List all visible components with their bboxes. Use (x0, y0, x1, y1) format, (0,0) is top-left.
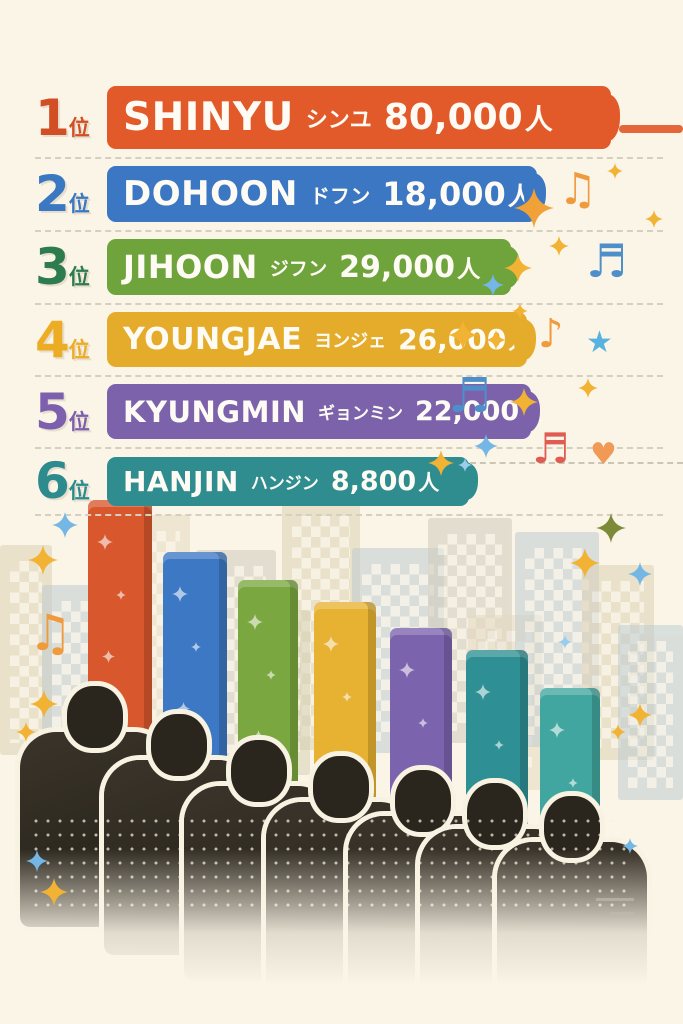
sparkle-icon (428, 450, 454, 476)
sparkle-icon (458, 458, 472, 472)
sparkle-icon (596, 513, 626, 543)
member-kana: シンユ (305, 107, 372, 133)
sparkle-icon (570, 548, 600, 578)
ranking-band-3: JIHOON ジフン 29,000人 (107, 239, 520, 295)
sparkle-icon (28, 545, 58, 575)
ground-stroke (596, 898, 634, 901)
sparkle-icon (578, 378, 598, 398)
sparkle-icon (30, 690, 58, 718)
follower-count: 8,800人 (330, 465, 440, 497)
sparkle-icon (628, 562, 652, 586)
rank-suffix: 位 (68, 115, 90, 140)
member-kana: ハンジン (250, 473, 319, 494)
rank-label-5: 5 位 (35, 387, 97, 437)
sparkle-icon (549, 236, 569, 256)
sparkle-icon (645, 210, 663, 228)
sparkle-icon (26, 850, 48, 872)
rank-number: 5 (35, 382, 70, 441)
rank-suffix: 位 (68, 192, 90, 216)
ranking-row-2: 2 位 DOHOON ドフン 18,000人 (35, 166, 663, 232)
ranking-row-6: 6 位 HANJIN ハンジン 8,800人 (35, 456, 663, 516)
sparkle-icon (16, 722, 36, 742)
person-head (313, 756, 369, 818)
member-kana: ヨンジェ (314, 330, 387, 352)
sparkle-icon (40, 878, 68, 906)
ranking-row-5: 5 位 KYUNGMIN ギョンミン 22,000人 (35, 384, 663, 449)
sparkle-icon (610, 724, 626, 740)
sparkle-icon (52, 512, 78, 538)
music-note-icon: ♬ (532, 424, 570, 473)
ranking-row-4: 4 位 YOUNGJAE ヨンジェ 26,000人 (35, 312, 663, 377)
ranking-row-3: 3 位 JIHOON ジフン 29,000人 (35, 239, 663, 305)
brush-tail (619, 125, 683, 134)
member-name: KYUNGMIN (123, 394, 307, 429)
sparkle-icon (607, 163, 623, 179)
ranking-row-1: 1 位 SHINYU シンユ 80,000人 (35, 86, 683, 159)
person-head (231, 740, 287, 802)
music-note-icon: ♪ (538, 311, 564, 357)
dashed-line (470, 462, 683, 464)
member-name: DOHOON (123, 174, 298, 214)
sparkle-icon (558, 635, 572, 649)
rank-label-2: 2 位 (35, 169, 97, 219)
sparkle-icon (504, 254, 532, 282)
sparkle-icon (474, 434, 498, 458)
music-note-icon: ♬ (586, 234, 628, 288)
ranking-band-4: YOUNGJAE ヨンジェ 26,000人 (107, 312, 536, 367)
person-head (67, 686, 123, 748)
rank-label-6: 6 位 (35, 456, 97, 506)
bottom-fade (0, 849, 683, 1024)
star-icon: ★ (586, 325, 613, 360)
rank-suffix: 位 (68, 479, 90, 503)
rank-number: 1 (35, 88, 70, 147)
ranking-band-2: DOHOON ドフン 18,000人 (107, 166, 546, 222)
member-kana: ジフン (269, 257, 328, 280)
sparkle-icon (448, 320, 478, 350)
music-note-icon: ♬ (448, 368, 492, 424)
rank-number: 6 (35, 452, 70, 510)
sparkle-icon (512, 303, 528, 319)
ranking-band-5: KYUNGMIN ギョンミン 22,000人 (107, 384, 542, 439)
sparkle-icon (514, 188, 554, 228)
rank-number: 2 (35, 165, 70, 223)
ranking-band-6: HANJIN ハンジン 8,800人 (107, 456, 478, 506)
follower-count: 29,000人 (339, 249, 481, 285)
rank-suffix: 位 (68, 265, 90, 289)
rank-number: 3 (35, 238, 70, 296)
member-name: SHINYU (123, 95, 294, 140)
member-name: HANJIN (123, 464, 239, 498)
heart-icon: ♥ (590, 437, 617, 472)
music-note-icon: ♫ (28, 604, 73, 662)
sparkle-icon (622, 838, 638, 854)
member-name: YOUNGJAE (123, 322, 303, 357)
music-note-icon: ♫ (558, 164, 598, 215)
member-kana: ギョンミン (318, 404, 404, 424)
follower-count: 18,000人 (382, 175, 533, 213)
sparkle-icon (486, 330, 506, 350)
rank-label-3: 3 位 (35, 242, 97, 292)
rank-label-4: 4 位 (35, 315, 97, 365)
rank-suffix: 位 (68, 409, 90, 434)
rank-number: 4 (35, 310, 70, 369)
illustration-bar-chart (0, 490, 683, 1024)
member-name: JIHOON (123, 248, 258, 286)
person-head (151, 714, 207, 776)
rank-label-1: 1 位 (35, 93, 97, 143)
member-kana: ドフン (309, 183, 371, 208)
rank-suffix: 位 (68, 337, 90, 362)
ground-stroke (610, 912, 634, 915)
ranking-list: 1 位 SHINYU シンユ 80,000人 2 位 DOHOON ドフン 18… (35, 86, 683, 523)
sparkle-icon (510, 388, 538, 416)
follower-count: 80,000人 (383, 97, 553, 138)
sparkle-icon (628, 703, 652, 727)
ranking-band-1: SHINYU シンユ 80,000人 (107, 86, 683, 149)
sparkle-icon (482, 274, 504, 296)
